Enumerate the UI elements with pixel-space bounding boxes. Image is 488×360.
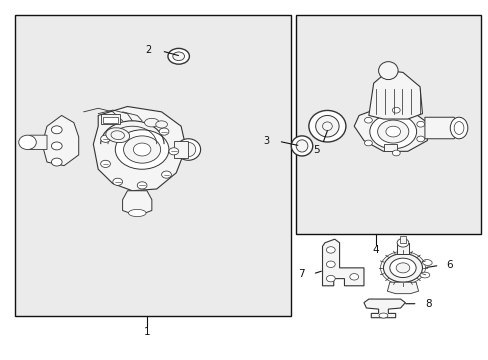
Text: 2: 2 [145,45,152,55]
Ellipse shape [156,121,167,128]
Ellipse shape [449,117,467,139]
Bar [295,15,480,234]
Ellipse shape [378,62,397,80]
Bar [103,117,118,123]
Ellipse shape [51,158,62,166]
Ellipse shape [419,272,429,278]
Ellipse shape [377,120,408,143]
Ellipse shape [137,182,147,189]
Ellipse shape [144,118,159,127]
Ellipse shape [378,313,387,318]
Polygon shape [368,71,422,119]
Ellipse shape [176,139,200,160]
Bar [396,243,408,253]
Polygon shape [27,135,47,149]
Ellipse shape [51,126,62,134]
Ellipse shape [389,258,415,278]
Ellipse shape [385,126,400,137]
Ellipse shape [326,247,334,253]
Ellipse shape [369,114,416,149]
Text: 5: 5 [313,144,319,154]
Ellipse shape [19,135,36,149]
Ellipse shape [128,210,146,217]
Ellipse shape [383,253,422,282]
Ellipse shape [391,107,399,113]
Ellipse shape [308,111,345,142]
Ellipse shape [296,140,307,152]
Polygon shape [42,116,79,166]
Polygon shape [363,299,405,318]
Ellipse shape [168,148,178,155]
Ellipse shape [315,116,338,137]
Ellipse shape [115,130,168,169]
Text: 7: 7 [298,269,305,279]
Ellipse shape [326,261,334,267]
Ellipse shape [133,143,151,156]
Ellipse shape [181,142,195,157]
Text: 3: 3 [263,136,269,146]
Polygon shape [353,108,427,151]
Ellipse shape [416,121,424,127]
Ellipse shape [123,136,160,163]
Ellipse shape [172,52,184,60]
Ellipse shape [101,135,110,142]
Bar [399,236,405,243]
Ellipse shape [364,140,371,146]
Text: 4: 4 [372,245,379,255]
Ellipse shape [291,136,312,156]
Bar [15,15,290,316]
Polygon shape [322,239,363,286]
Ellipse shape [105,128,129,143]
Ellipse shape [167,48,189,64]
Ellipse shape [113,178,122,185]
Ellipse shape [396,238,408,247]
Text: 6: 6 [446,260,452,270]
Ellipse shape [395,263,409,273]
Ellipse shape [422,260,431,265]
Polygon shape [424,117,458,139]
Polygon shape [386,282,418,294]
Ellipse shape [159,128,168,135]
Polygon shape [122,191,152,214]
Ellipse shape [161,171,171,178]
Ellipse shape [326,275,334,282]
Polygon shape [93,107,185,191]
Ellipse shape [349,274,358,280]
Text: 8: 8 [424,299,430,309]
Text: 1: 1 [143,327,150,337]
Ellipse shape [416,136,424,142]
Ellipse shape [364,117,371,123]
Bar [101,114,120,125]
Ellipse shape [101,160,110,167]
Bar [384,144,396,151]
Ellipse shape [391,150,399,156]
Bar [173,140,188,158]
Ellipse shape [51,142,62,150]
